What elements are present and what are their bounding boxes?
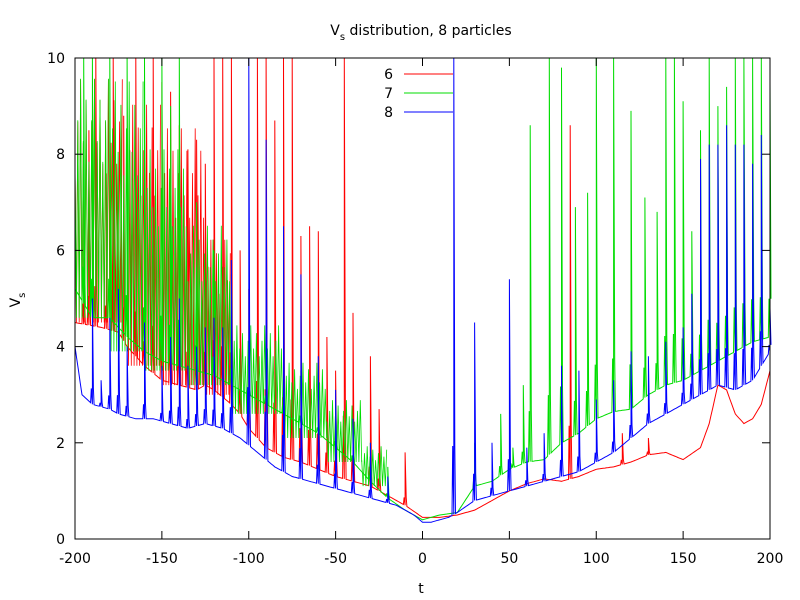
- series-7-oscillation-band: [231, 325, 284, 414]
- series-8: [74, 57, 772, 523]
- y-axis: 0 2 4 6 8 10: [47, 51, 770, 548]
- chart-title-main: V: [330, 23, 340, 39]
- y-tick-label: 8: [56, 147, 65, 163]
- x-tick-label: 100: [583, 551, 610, 567]
- series-7-oscillation-band: [326, 400, 363, 463]
- series-7-oscillation-band: [74, 78, 109, 318]
- legend-label: 8: [384, 105, 393, 121]
- x-tick-label: 150: [670, 551, 697, 567]
- x-tick-label: -150: [146, 551, 178, 567]
- series-7-oscillation-band: [109, 81, 144, 352]
- y-axis-label-sub: s: [17, 293, 28, 298]
- series-6-oscillation-band: [126, 104, 161, 366]
- y-tick-label: 6: [56, 243, 65, 259]
- legend: 6 7 8: [384, 67, 453, 121]
- y-tick-label: 0: [56, 532, 65, 548]
- x-tick-label: 200: [757, 551, 784, 567]
- x-tick-label: -200: [59, 551, 91, 567]
- x-axis: -200 -150 -100 -50 0 50 100 150 200: [59, 58, 783, 567]
- x-tick-label: -50: [324, 551, 347, 567]
- legend-label: 6: [384, 67, 393, 83]
- x-tick-label: 50: [500, 551, 518, 567]
- y-tick-label: 4: [56, 340, 65, 356]
- series-8-line: [74, 57, 772, 523]
- series-7: [74, 57, 772, 521]
- y-axis-label-main: V: [8, 297, 24, 307]
- series-7-oscillation-band: [361, 446, 388, 487]
- x-tick-label: 0: [418, 551, 427, 567]
- series-7-oscillation-band: [283, 362, 327, 439]
- y-tick-label: 2: [56, 436, 65, 452]
- series-layer: [74, 57, 772, 523]
- chart-title-sub: s: [340, 32, 345, 43]
- y-axis-label: Vs: [8, 293, 28, 308]
- legend-item-7: 7: [384, 86, 453, 102]
- legend-item-8: 8: [384, 105, 453, 121]
- series-6-oscillation-band: [204, 239, 231, 395]
- legend-item-6: 6: [384, 67, 453, 83]
- chart-title: Vs distribution, 8 particles: [330, 23, 511, 43]
- x-axis-label: t: [418, 581, 424, 597]
- legend-label: 7: [384, 86, 393, 102]
- series-7-line: [74, 57, 772, 521]
- x-tick-label: -100: [233, 551, 265, 567]
- chart-title-rest: distribution, 8 particles: [345, 23, 512, 39]
- y-tick-label: 10: [47, 51, 65, 67]
